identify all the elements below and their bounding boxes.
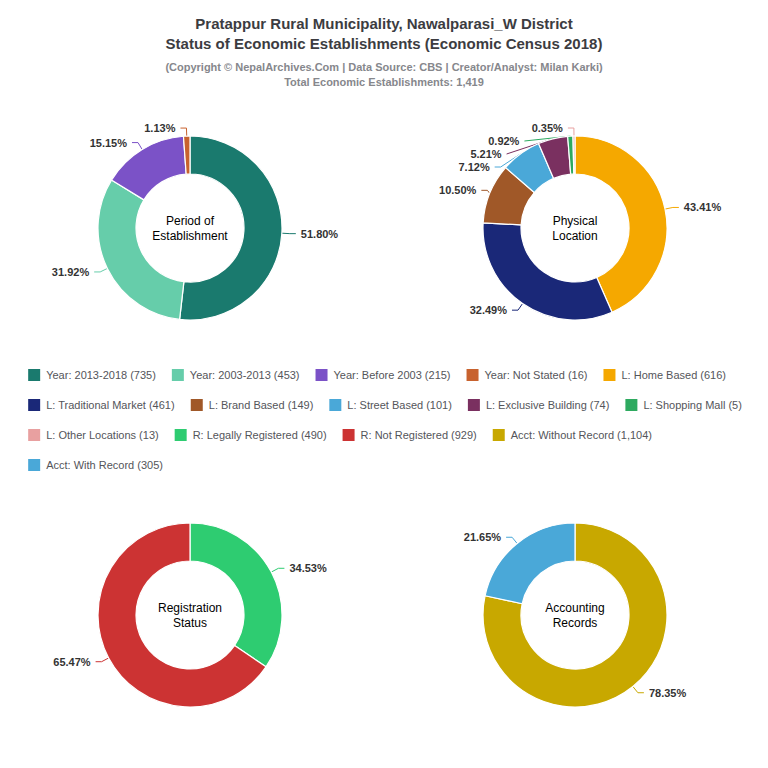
svg-text:Accounting: Accounting [545, 601, 604, 615]
svg-text:Year: Before 2003 (215): Year: Before 2003 (215) [334, 369, 451, 381]
svg-text:L: Brand Based (149): L: Brand Based (149) [209, 399, 314, 411]
svg-text:0.92%: 0.92% [488, 135, 519, 147]
svg-text:L: Street Based (101): L: Street Based (101) [347, 399, 452, 411]
svg-text:Period of: Period of [166, 214, 215, 228]
svg-text:Physical: Physical [553, 214, 598, 228]
svg-text:Year: 2003-2013 (453): Year: 2003-2013 (453) [190, 369, 300, 381]
svg-text:Acct: With Record (305): Acct: With Record (305) [46, 459, 163, 471]
svg-text:0.35%: 0.35% [532, 122, 563, 134]
svg-text:65.47%: 65.47% [53, 656, 91, 668]
svg-text:5.21%: 5.21% [470, 148, 501, 160]
svg-text:L: Shopping Mall (5): L: Shopping Mall (5) [643, 399, 741, 411]
svg-text:51.80%: 51.80% [301, 228, 339, 240]
svg-text:Acct: Without Record (1,104): Acct: Without Record (1,104) [511, 429, 652, 441]
svg-text:R: Legally Registered (490): R: Legally Registered (490) [193, 429, 327, 441]
svg-text:Records: Records [553, 616, 598, 630]
svg-text:Registration: Registration [158, 601, 222, 615]
svg-text:(Copyright © NepalArchives.Com: (Copyright © NepalArchives.Com | Data So… [165, 61, 603, 73]
svg-text:7.12%: 7.12% [458, 161, 489, 173]
svg-text:43.41%: 43.41% [684, 201, 722, 213]
svg-text:1.13%: 1.13% [144, 122, 175, 134]
svg-text:Location: Location [552, 229, 597, 243]
svg-text:L: Other Locations (13): L: Other Locations (13) [46, 429, 159, 441]
svg-text:L: Exclusive Building (74): L: Exclusive Building (74) [486, 399, 610, 411]
svg-text:78.35%: 78.35% [649, 687, 687, 699]
svg-text:R: Not Registered (929): R: Not Registered (929) [361, 429, 477, 441]
svg-text:Pratappur Rural Municipality,: Pratappur Rural Municipality, Nawalparas… [195, 15, 572, 32]
svg-text:Total Economic Establishments:: Total Economic Establishments: 1,419 [284, 76, 484, 88]
svg-text:Year: 2013-2018 (735): Year: 2013-2018 (735) [46, 369, 156, 381]
svg-text:L: Home Based (616): L: Home Based (616) [621, 369, 726, 381]
svg-text:Year: Not Stated (16): Year: Not Stated (16) [485, 369, 588, 381]
svg-text:Establishment: Establishment [152, 229, 228, 243]
svg-text:32.49%: 32.49% [470, 304, 508, 316]
svg-text:21.65%: 21.65% [464, 531, 502, 543]
svg-text:15.15%: 15.15% [90, 137, 128, 149]
svg-text:L: Traditional Market (461): L: Traditional Market (461) [46, 399, 174, 411]
svg-text:Status: Status [173, 616, 207, 630]
svg-text:34.53%: 34.53% [289, 562, 327, 574]
svg-text:10.50%: 10.50% [439, 184, 477, 196]
svg-text:Status of Economic Establishme: Status of Economic Establishments (Econo… [166, 35, 603, 52]
svg-text:31.92%: 31.92% [52, 266, 90, 278]
